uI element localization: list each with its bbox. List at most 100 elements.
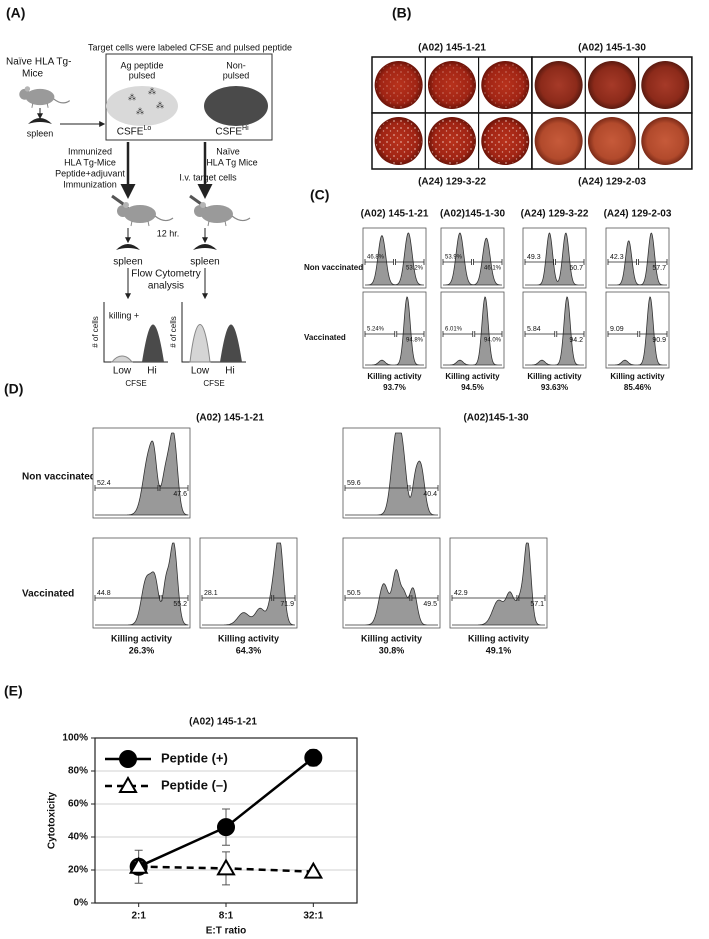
- histogram-frame: [605, 227, 670, 289]
- hi-peak: [220, 324, 242, 362]
- label: pulsed: [223, 70, 250, 80]
- histogram: [443, 296, 502, 366]
- label: Non vaccinated: [304, 263, 363, 272]
- histogram: [95, 432, 189, 516]
- gate-value: 28.1: [204, 590, 218, 597]
- label: (A02) 145-1-30: [578, 43, 646, 54]
- label: 85.46%: [624, 383, 651, 392]
- data-point: [216, 858, 236, 876]
- label: Naïve HLA Tg-: [6, 57, 71, 68]
- label: (A24) 129-3-22: [521, 209, 589, 220]
- label: 26.3%: [129, 645, 155, 655]
- label: Killing activity: [361, 633, 422, 643]
- gate-value: 5.84: [527, 326, 541, 333]
- well: [534, 61, 583, 109]
- cfse-sup: Lo: [143, 125, 151, 132]
- mouse-body: [124, 205, 156, 223]
- lo-peak: [189, 324, 211, 363]
- mouse-body: [201, 205, 233, 223]
- label: analysis: [148, 281, 184, 292]
- gate-value: 94.2: [569, 337, 583, 344]
- peptide-icon: ⁂: [148, 87, 156, 96]
- gate-value: 50.5: [347, 590, 361, 597]
- label: CFSE: [125, 379, 146, 388]
- mouse-leg: [207, 220, 210, 227]
- cfse-label: CSFELo: [117, 125, 152, 138]
- histogram-frame: [440, 291, 505, 369]
- label: 30.8%: [379, 645, 405, 655]
- label: 93.63%: [541, 383, 568, 392]
- well: [641, 61, 690, 109]
- mouse-leg: [224, 220, 227, 227]
- x-axis-title: E:T ratio: [206, 926, 247, 937]
- peptide-icon: ⁂: [128, 93, 136, 102]
- label: Immunized: [68, 146, 112, 156]
- mouse-tail: [231, 215, 251, 222]
- spleen-icon: [116, 244, 140, 250]
- mouse-leg: [31, 103, 34, 108]
- mouse-leg: [130, 220, 133, 227]
- label: Killing activity: [610, 372, 665, 381]
- well: [641, 117, 690, 165]
- label: Non vaccinated: [22, 472, 96, 483]
- legend-label: Peptide (–): [161, 777, 227, 792]
- x-tick-label: 8:1: [219, 911, 234, 922]
- label: pulsed: [129, 70, 156, 80]
- label: Killing activity: [111, 633, 172, 643]
- label: (A02)145-1-30: [440, 209, 505, 220]
- gate-value: 9.09: [610, 326, 624, 333]
- histogram: [345, 432, 438, 516]
- gate-value: 47.6: [173, 491, 187, 498]
- label: spleen: [190, 257, 219, 268]
- lo-peak: [110, 355, 134, 363]
- data-point: [217, 818, 235, 837]
- y-tick-label: 40%: [68, 832, 88, 843]
- label: (A02) 145-1-21: [418, 43, 486, 54]
- y-tick-label: 100%: [62, 733, 88, 744]
- gate-value: 52.4: [97, 480, 111, 487]
- spots: [482, 118, 529, 164]
- hi-peak: [142, 324, 164, 362]
- mouse-body: [25, 88, 55, 106]
- label: Low: [113, 366, 132, 377]
- histogram-frame: [522, 291, 587, 369]
- well: [534, 117, 583, 165]
- label: Mice: [22, 69, 44, 80]
- histogram: [525, 232, 584, 286]
- gate-value: 94.0%: [484, 338, 502, 344]
- hi-cells: [204, 86, 268, 126]
- cfse-sup: Hi: [242, 125, 249, 132]
- spots: [428, 118, 475, 164]
- gate-value: 57.7: [652, 265, 666, 272]
- gate-value: 53.2%: [406, 266, 424, 272]
- histogram: [202, 542, 295, 626]
- y-tick-label: 60%: [68, 799, 88, 810]
- gate-value: 53.9%: [445, 255, 463, 261]
- label: Vaccinated: [22, 589, 74, 600]
- label: spleen: [113, 257, 142, 268]
- histogram: [365, 296, 424, 366]
- y-tick-label: 20%: [68, 865, 88, 876]
- y-tick-label: 80%: [68, 766, 88, 777]
- peptide-icon: ⁂: [156, 101, 164, 110]
- label: killing +: [109, 310, 139, 320]
- label: Target cells were labeled CFSE and pulse…: [88, 42, 292, 52]
- label: 49.1%: [486, 645, 512, 655]
- gate-value: 50.7: [569, 265, 583, 272]
- label: Killing activity: [367, 372, 422, 381]
- label: Non-: [226, 60, 246, 70]
- label: Killing activity: [468, 633, 529, 643]
- data-point: [303, 861, 324, 879]
- label: Flow Cytometry: [131, 269, 200, 280]
- gate-value: 40.4: [423, 491, 437, 498]
- label: Vaccinated: [304, 333, 346, 342]
- label: CFSE: [203, 379, 224, 388]
- label: Naïve: [216, 146, 240, 156]
- gate-value: 42.9: [454, 590, 468, 597]
- label: (A02) 145-1-21: [361, 209, 429, 220]
- spots: [375, 62, 422, 108]
- histogram: [608, 296, 667, 366]
- label: 64.3%: [236, 645, 262, 655]
- label: Killing activity: [527, 372, 582, 381]
